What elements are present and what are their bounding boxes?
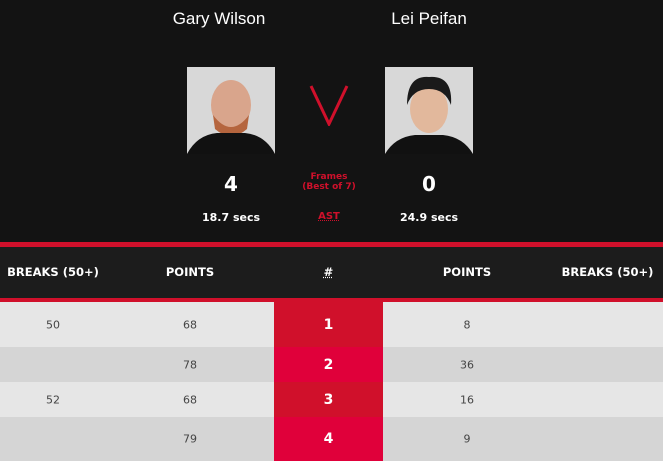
header-points-left: POINTS <box>165 265 215 279</box>
player2-name: Lei Peifan <box>391 9 467 28</box>
cell-points-left: 68 <box>183 318 197 331</box>
header-breaks-left: BREAKS (50+) <box>7 265 99 279</box>
cell-breaks-left: 50 <box>46 318 60 331</box>
cell-points-right: 16 <box>460 393 474 406</box>
header-frame: # <box>323 265 334 279</box>
player2-shot-time: 24.9 secs <box>399 211 459 224</box>
cell-breaks-left: 52 <box>46 393 60 406</box>
cell-points-left: 68 <box>183 393 197 406</box>
cell-points-left: 79 <box>183 432 197 446</box>
header-breaks-right: BREAKS (50+) <box>561 265 654 279</box>
table-header: BREAKS (50+) POINTS # POINTS BREAKS (50+… <box>0 247 663 298</box>
player1-name: Gary Wilson <box>172 9 266 28</box>
header-points-right: POINTS <box>442 265 492 279</box>
frame-number: 1 <box>274 302 383 347</box>
frames-text: Frames <box>310 172 348 182</box>
player1-shot-time: 18.7 secs <box>201 211 261 224</box>
cell-points-right: 8 <box>463 318 471 331</box>
table-row: 78 36 2 <box>0 347 663 382</box>
cell-points-left: 78 <box>183 358 197 371</box>
player1-photo <box>187 67 275 154</box>
frame-number: 3 <box>274 382 383 417</box>
table-row: 50 68 8 1 <box>0 302 663 347</box>
player2-score: 0 <box>422 172 436 196</box>
ast-abbr[interactable]: AST <box>318 211 340 222</box>
versus-icon <box>309 85 349 126</box>
frame-number: 4 <box>274 417 383 461</box>
cell-points-right: 36 <box>460 358 474 371</box>
best-of-text: (Best of 7) <box>302 182 356 192</box>
frames-label: Frames (Best of 7) <box>280 172 378 192</box>
player2-photo <box>385 67 473 154</box>
table-row: 79 9 4 <box>0 417 663 461</box>
divider <box>0 242 663 247</box>
cell-points-right: 9 <box>463 432 471 446</box>
divider <box>0 298 663 302</box>
frame-number: 2 <box>274 347 383 382</box>
table-row: 52 68 16 3 <box>0 382 663 417</box>
player1-score: 4 <box>224 172 238 196</box>
